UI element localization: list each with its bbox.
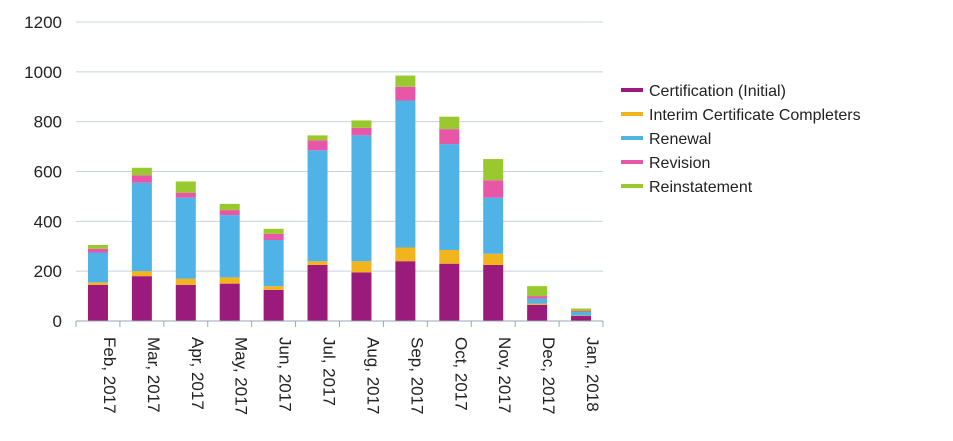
bar-segment [87,284,108,321]
bar-segment [571,311,592,313]
legend-swatch [621,136,643,140]
bar-segment [175,181,196,193]
bar-segment [87,282,108,285]
legend-swatch [621,112,643,116]
bar-segment [527,296,548,299]
bar-segment [527,298,548,304]
bar-segment [307,264,328,321]
bar-segment [131,276,152,321]
bar-segment [483,253,504,265]
x-tick-label: Mar, 2017 [144,337,163,413]
y-tick-label: 400 [34,212,62,231]
x-tick-label: Oct, 2017 [451,337,470,411]
bar-segment [483,159,504,181]
bar-segment [395,261,416,321]
bar-segment [527,286,548,297]
x-tick-label: May, 2017 [232,337,251,415]
bar-segment [131,167,152,176]
x-tick-label: Nov, 2017 [495,337,514,413]
legend-label: Revision [649,155,710,172]
bar-segment [395,86,416,101]
bar-segment [351,261,372,273]
bar-segment [219,283,240,321]
bar-segment [527,304,548,321]
y-tick-label: 800 [34,113,62,132]
legend-label: Certification (Initial) [649,83,786,100]
bar-segment [395,247,416,262]
x-tick-label: Feb, 2017 [100,337,119,414]
bar-segment [351,127,372,136]
bar-segment [263,240,284,287]
x-tick-label: Jul, 2017 [320,337,339,406]
bar-segment [219,215,240,278]
y-tick-label: 1200 [24,13,62,32]
bar-segment [571,308,592,312]
legend: Certification (Initial) Interim Certifica… [621,83,861,196]
bar-segment [351,120,372,128]
bar-segment [263,228,284,234]
bar-segment [527,303,548,305]
bar-segment [571,316,592,321]
y-tick-label: 1000 [24,63,62,82]
legend-swatch [621,88,643,92]
bar-segment [175,278,196,285]
bar-segment [263,289,284,321]
bar-segment [87,245,108,249]
gridlines [76,21,603,322]
y-tick-label: 200 [34,262,62,281]
bar-segment [483,180,504,198]
bar-segment [131,175,152,183]
bar-segment [175,192,196,198]
x-tick-label: Sep, 2017 [407,337,426,415]
bar-segment [131,182,152,272]
x-tick-label: Jan, 2018 [583,337,602,412]
bar-segment [483,264,504,321]
bar-segment [219,203,240,211]
legend-label: Interim Certificate Completers [649,107,861,124]
bar-segment [395,75,416,87]
y-tick-label: 600 [34,163,62,182]
y-tick-label: 0 [53,312,62,331]
bar-segment [439,144,460,250]
bar-segment [307,140,328,151]
x-tick-label: Jun, 2017 [276,337,295,412]
x-tick-label: Dec, 2017 [539,337,558,415]
bar-segment [439,249,460,264]
bar-segment [439,129,460,145]
bar-segment [87,248,108,253]
legend-label: Renewal [649,131,711,148]
bar-segment [175,284,196,321]
bar-segment [307,135,328,141]
x-tick-label: Aug, 2017 [363,337,382,415]
bar-segment [483,197,504,254]
bar-segment [131,271,152,277]
bar-segment [219,277,240,284]
legend-swatch [621,160,643,164]
bar-segment [307,261,328,265]
bars [87,75,592,321]
legend-label: Reinstatement [649,179,753,196]
bar-segment [307,150,328,262]
bar-segment [263,233,284,241]
x-tick-label: Apr, 2017 [188,337,207,410]
bar-segment [439,263,460,321]
bar-segment [87,252,108,283]
legend-swatch [621,184,643,188]
bar-segment [351,272,372,321]
bar-segment [395,100,416,248]
bar-segment [263,286,284,290]
bar-segment [439,116,460,130]
axes: 0 200 400 600 800 1000 1200 Feb, 2017 Mar, 2017 A… [24,13,604,415]
bar-segment [351,135,372,262]
bar-segment [175,197,196,279]
bar-segment [571,312,592,316]
bar-segment [219,210,240,216]
